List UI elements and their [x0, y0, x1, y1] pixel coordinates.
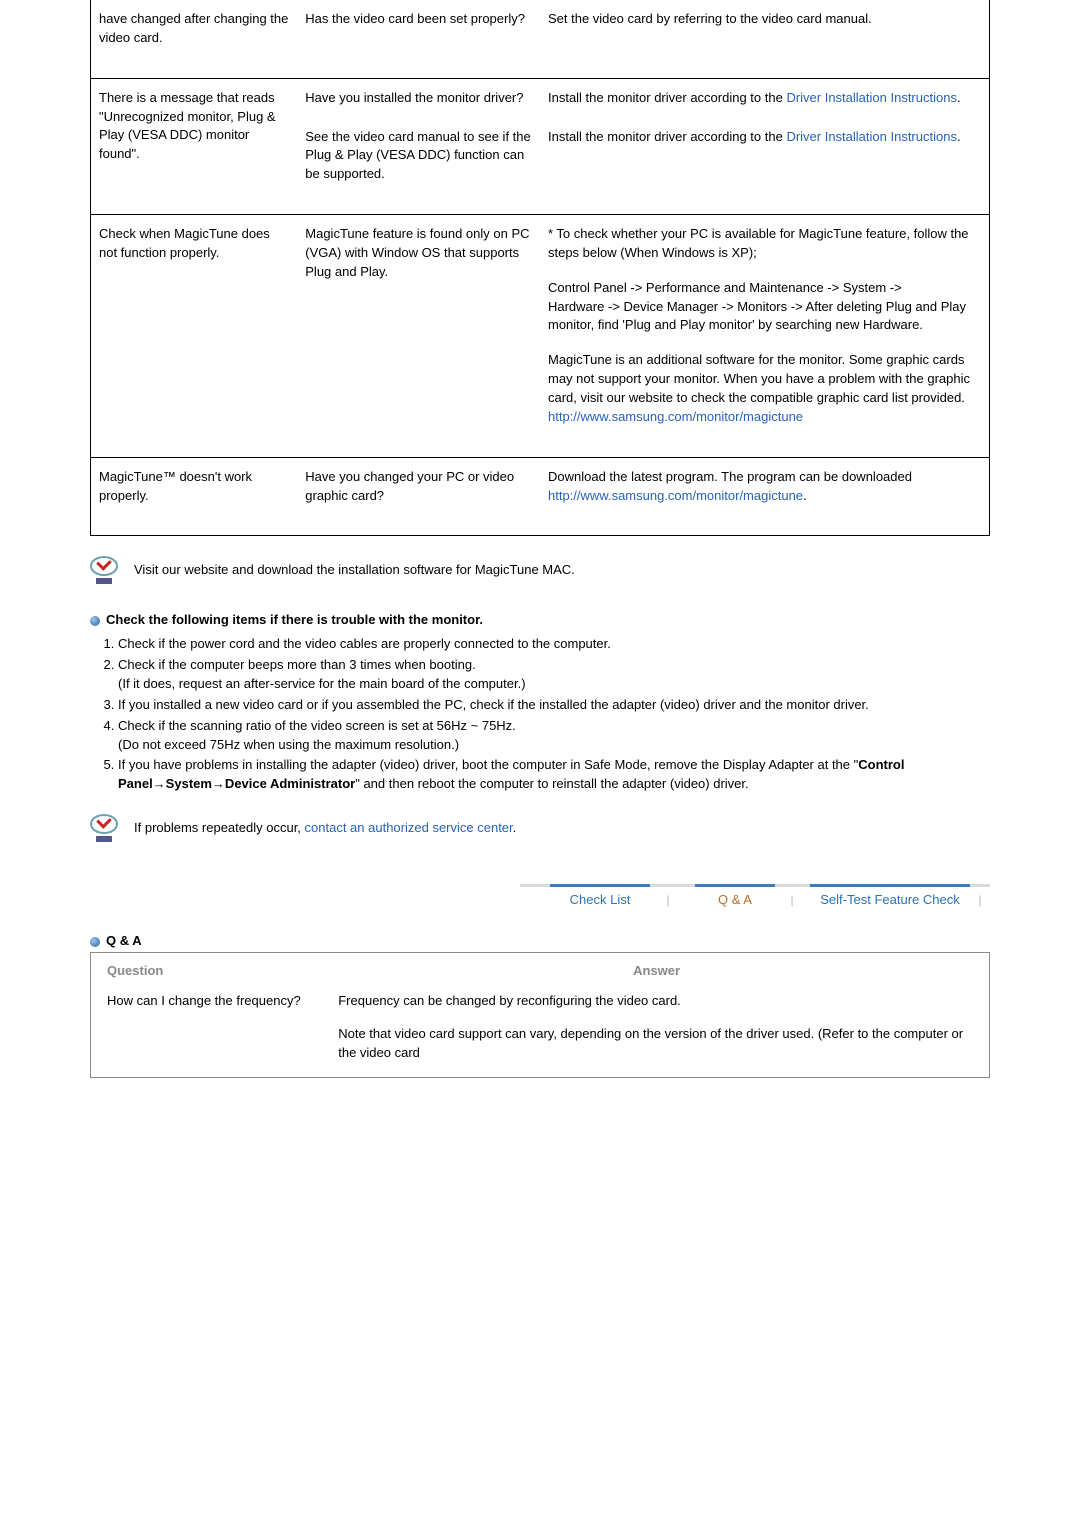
item5-pre: If you have problems in installing the a…	[118, 757, 858, 772]
action-text: .	[957, 90, 961, 105]
bullet-icon	[90, 937, 100, 947]
action-block: MagicTune is an additional software for …	[548, 352, 970, 405]
symptom-cell: There is a message that reads "Unrecogni…	[91, 78, 298, 194]
tabs: Check List | Q & A | Self-Test Feature C…	[90, 882, 990, 915]
table-row: There is a message that reads "Unrecogni…	[91, 78, 990, 117]
list-item: If you have problems in installing the a…	[118, 756, 990, 794]
magictune-icon	[90, 556, 120, 584]
action-text: .	[957, 129, 961, 144]
checkitem-cell: MagicTune feature is found only on PC (V…	[297, 215, 540, 437]
checkitem-cell: See the video card manual to see if the …	[297, 118, 540, 195]
tab-bar	[550, 884, 650, 887]
note-row: If problems repeatedly occur, contact an…	[90, 814, 990, 842]
symptom-cell: have changed after changing the video ca…	[91, 0, 298, 58]
table-row: have changed after changing the video ca…	[91, 0, 990, 58]
samsung-link[interactable]: http://www.samsung.com/monitor/magictune	[548, 488, 803, 503]
action-text: Download the latest program. The program…	[548, 469, 912, 484]
action-text: Install the monitor driver according to …	[548, 90, 786, 105]
answer-line: Frequency can be changed by reconfigurin…	[338, 992, 975, 1011]
note-row: Visit our website and download the insta…	[90, 556, 990, 584]
tab-bar	[810, 884, 970, 887]
action-cell: * To check whether your PC is available …	[540, 215, 990, 437]
tab-sep: |	[666, 893, 669, 907]
action-block: Control Panel -> Performance and Mainten…	[548, 279, 981, 336]
checkitem-cell: Have you changed your PC or video graphi…	[297, 457, 540, 515]
check-list: Check if the power cord and the video ca…	[90, 635, 990, 794]
qa-col-answer: Answer	[324, 953, 989, 989]
note-text: Visit our website and download the insta…	[134, 556, 575, 577]
table-row: Check when MagicTune does not function p…	[91, 215, 990, 437]
action-cell: Download the latest program. The program…	[540, 457, 990, 515]
question-cell: How can I change the frequency?	[91, 988, 325, 1077]
action-cell: Set the video card by referring to the v…	[540, 0, 990, 58]
tab-selftest[interactable]: Self-Test Feature Check	[820, 892, 960, 907]
samsung-link[interactable]: http://www.samsung.com/monitor/magictune	[548, 409, 803, 424]
checkitem-cell: Has the video card been set properly?	[297, 0, 540, 58]
symptom-cell: Check when MagicTune does not function p…	[91, 215, 298, 437]
tabs-svg: Check List | Q & A | Self-Test Feature C…	[520, 882, 990, 912]
service-center-link[interactable]: contact an authorized service center	[305, 820, 513, 835]
qa-col-question: Question	[91, 953, 325, 989]
list-item: If you installed a new video card or if …	[118, 696, 990, 715]
list-item: Check if the computer beeps more than 3 …	[118, 656, 990, 694]
list-item: Check if the scanning ratio of the video…	[118, 717, 990, 755]
tab-sep: |	[978, 893, 981, 907]
item5-post: " and then reboot the computer to reinst…	[355, 776, 748, 791]
checkitem-cell: Have you installed the monitor driver?	[297, 78, 540, 117]
action-block: * To check whether your PC is available …	[548, 225, 981, 263]
answer-cell: Frequency can be changed by reconfigurin…	[324, 988, 989, 1077]
driver-link[interactable]: Driver Installation Instructions	[786, 90, 957, 105]
driver-link[interactable]: Driver Installation Instructions	[786, 129, 957, 144]
tab-checklist[interactable]: Check List	[570, 892, 631, 907]
tab-bar	[695, 884, 775, 887]
tab-sep: |	[790, 893, 793, 907]
action-cell: Install the monitor driver according to …	[540, 78, 990, 117]
note-text: If problems repeatedly occur,	[134, 820, 305, 835]
check-heading: Check the following items if there is tr…	[106, 612, 483, 627]
list-item: Check if the power cord and the video ca…	[118, 635, 990, 654]
action-text: .	[803, 488, 807, 503]
action-cell: Install the monitor driver according to …	[540, 118, 990, 195]
symptom-cell: MagicTune™ doesn't work properly.	[91, 457, 298, 515]
qa-table: Question Answer How can I change the fre…	[90, 952, 990, 1078]
magictune-icon	[90, 814, 120, 842]
answer-line: Note that video card support can vary, d…	[338, 1025, 975, 1063]
table-row: How can I change the frequency? Frequenc…	[91, 988, 990, 1077]
qa-heading: Q & A	[106, 933, 142, 948]
tab-qa[interactable]: Q & A	[718, 892, 752, 907]
bullet-icon	[90, 616, 100, 626]
action-text: Install the monitor driver according to …	[548, 129, 786, 144]
table-row: MagicTune™ doesn't work properly. Have y…	[91, 457, 990, 515]
note-text: .	[513, 820, 517, 835]
check-section: Check the following items if there is tr…	[90, 612, 990, 794]
troubleshoot-table: have changed after changing the video ca…	[90, 0, 990, 536]
